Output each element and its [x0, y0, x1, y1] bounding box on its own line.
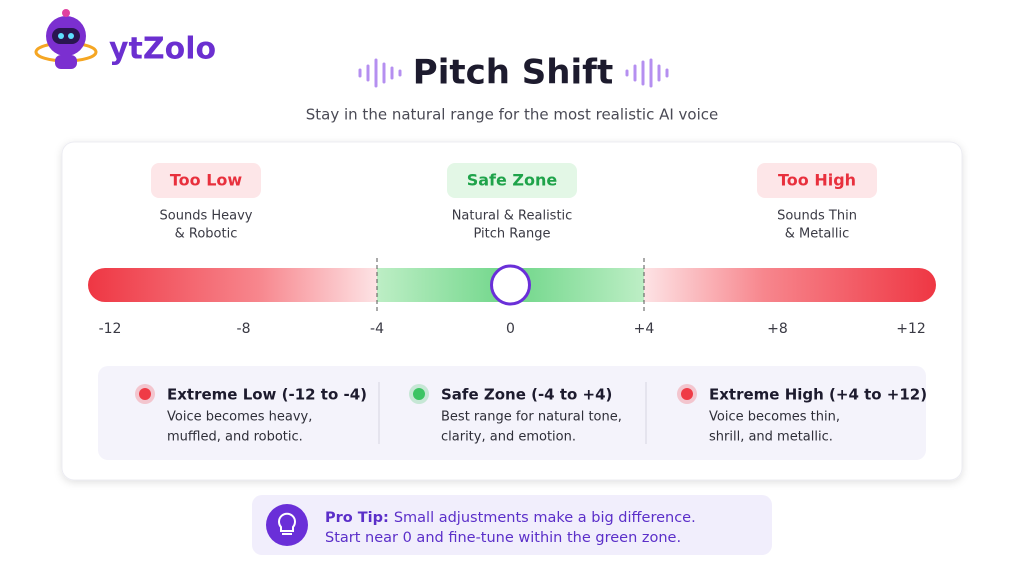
tick-label: 0 — [506, 321, 515, 337]
zone-pill — [151, 163, 261, 198]
legend-title: Extreme Low (-12 to -4) — [167, 386, 367, 404]
legend-title: Extreme High (+4 to +12) — [709, 386, 927, 404]
tip-icon — [266, 504, 308, 546]
tip-text: Small adjustments make a big difference. — [394, 510, 696, 526]
zone-label: Too High — [778, 171, 856, 190]
legend-description: Best range for natural tone, — [441, 410, 622, 425]
logo-eye — [58, 33, 64, 39]
zone-label: Too Low — [170, 171, 243, 190]
tick-label: +8 — [767, 321, 788, 337]
tick-label: -4 — [370, 321, 384, 337]
legend-description: clarity, and emotion. — [441, 430, 576, 445]
legend-box — [98, 366, 926, 460]
wave-icon — [358, 58, 669, 88]
logo-eye — [68, 33, 74, 39]
zone-pill — [447, 163, 577, 198]
tip-box — [252, 495, 772, 555]
logo-antenna — [62, 9, 70, 17]
tick-label: -12 — [99, 321, 122, 337]
tip-label: Pro Tip: — [325, 510, 389, 526]
legend-dot — [139, 388, 151, 400]
tip-text: Start near 0 and fine-tune within the gr… — [325, 530, 681, 546]
logo-face — [52, 28, 80, 44]
knob[interactable] — [490, 264, 531, 306]
logo-text: ytZolo — [109, 32, 216, 67]
legend-description: Voice becomes heavy, — [167, 410, 312, 425]
zone-pill — [757, 163, 877, 198]
low-zone — [88, 268, 377, 302]
legend-description: shrill, and metallic. — [709, 430, 833, 445]
bulb — [278, 512, 296, 535]
subtitle: Stay in the natural range for the most r… — [306, 106, 719, 124]
zone-description: & Robotic — [175, 227, 238, 242]
slider-track — [88, 268, 936, 302]
zone-description: & Metallic — [785, 227, 850, 242]
zone-description: Sounds Thin — [777, 209, 857, 224]
zone-description: Pitch Range — [474, 227, 551, 242]
zone-description: Sounds Heavy — [160, 209, 253, 224]
high-zone — [644, 268, 936, 302]
logo-body — [55, 55, 77, 69]
legend-dot — [681, 388, 693, 400]
zone-description: Natural & Realistic — [452, 209, 573, 224]
legend-title: Safe Zone (-4 to +4) — [441, 386, 612, 404]
legend-dot — [413, 388, 425, 400]
tip-line: Pro Tip: Small adjustments make a big dif… — [325, 510, 696, 526]
legend-description: Voice becomes thin, — [709, 410, 840, 425]
title: Pitch Shift — [413, 53, 613, 93]
tick-label: +4 — [634, 321, 655, 337]
tick-label: -8 — [237, 321, 251, 337]
legend-description: muffled, and robotic. — [167, 430, 303, 445]
zone-label: Safe Zone — [467, 171, 558, 190]
tick-label: +12 — [896, 321, 926, 337]
logo[interactable]: ytZolo — [34, 9, 216, 69]
